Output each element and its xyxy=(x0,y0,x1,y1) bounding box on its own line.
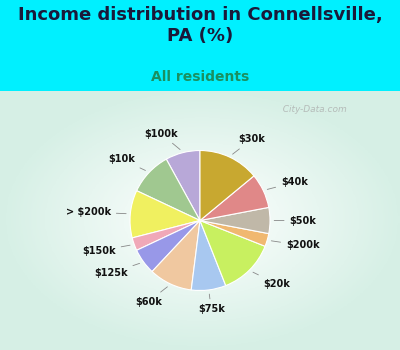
Text: $75k: $75k xyxy=(198,294,225,314)
Wedge shape xyxy=(137,159,200,220)
Wedge shape xyxy=(200,220,265,286)
Text: $200k: $200k xyxy=(271,240,320,251)
Text: City-Data.com: City-Data.com xyxy=(277,105,347,114)
Text: $100k: $100k xyxy=(144,129,180,149)
Wedge shape xyxy=(152,220,200,290)
Wedge shape xyxy=(200,208,270,233)
Wedge shape xyxy=(166,150,200,220)
Text: $20k: $20k xyxy=(253,272,290,289)
Wedge shape xyxy=(200,220,269,246)
Text: $50k: $50k xyxy=(274,216,316,225)
Wedge shape xyxy=(137,220,200,272)
Text: Income distribution in Connellsville,
PA (%): Income distribution in Connellsville, PA… xyxy=(18,6,382,45)
Text: > $200k: > $200k xyxy=(66,207,126,217)
Wedge shape xyxy=(130,191,200,238)
Wedge shape xyxy=(191,220,226,290)
Wedge shape xyxy=(200,176,269,220)
Text: $10k: $10k xyxy=(108,154,146,170)
Text: $30k: $30k xyxy=(232,134,265,154)
Wedge shape xyxy=(200,150,254,220)
Wedge shape xyxy=(132,220,200,250)
Text: $150k: $150k xyxy=(82,245,130,256)
Text: $60k: $60k xyxy=(135,287,168,307)
Text: $40k: $40k xyxy=(267,177,308,189)
Text: All residents: All residents xyxy=(151,70,249,84)
Text: $125k: $125k xyxy=(94,263,140,278)
